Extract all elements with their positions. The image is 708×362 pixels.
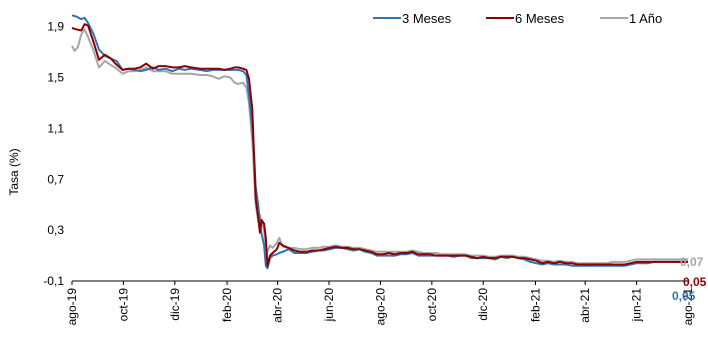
legend-label: 1 Año [629, 11, 662, 26]
legend-label: 3 Meses [402, 11, 452, 26]
legend-label: 6 Meses [515, 11, 565, 26]
x-tick-label: jun-21 [630, 288, 644, 323]
x-tick-label: feb-21 [528, 288, 542, 322]
y-tick-labels: -0,1 0,3 0,7 1,1 1,5 1,9 [43, 20, 64, 288]
series-line-2 [71, 23, 688, 267]
y-tick-label: 1,9 [47, 20, 64, 34]
end-value-label: 0,07 [680, 255, 704, 269]
x-tick-label: ago-19 [65, 288, 79, 326]
end-value-labels: 0,050,05 0,07 [672, 255, 707, 303]
y-tick-label: 0,7 [47, 172, 64, 186]
y-tick-label: 0,3 [47, 223, 64, 237]
axes: Tasa (%) [7, 148, 688, 282]
end-value-label: 0,05 [683, 275, 707, 289]
series-line-3 [71, 28, 688, 265]
x-tick-label: abr-20 [271, 288, 285, 323]
legend: 3 Meses 6 Meses 1 Año [373, 11, 662, 26]
y-axis-title: Tasa (%) [7, 148, 21, 195]
x-tick-label: ago-21 [681, 288, 695, 326]
x-tick-label: dic-20 [476, 288, 490, 321]
y-tick-label: -0,1 [43, 274, 64, 288]
end-value-label: 0,05 [672, 289, 696, 303]
x-tick-label: oct-20 [425, 288, 439, 322]
x-tick-label: abr-21 [578, 288, 592, 323]
x-tick-label: jun-20 [322, 288, 336, 323]
series-line-1 [71, 14, 688, 270]
x-tick-label: feb-20 [220, 288, 234, 322]
x-tick-label: oct-19 [116, 288, 130, 322]
y-tick-label: 1,1 [47, 121, 64, 135]
x-tick-label: dic-19 [168, 288, 182, 321]
series-lines [71, 14, 688, 270]
y-tick-label: 1,5 [47, 71, 64, 85]
x-tick-labels: ago-19 oct-19 dic-19 feb-20 abr-20 jun-20 ago-… [65, 281, 695, 325]
x-tick-label: ago-20 [373, 288, 387, 326]
